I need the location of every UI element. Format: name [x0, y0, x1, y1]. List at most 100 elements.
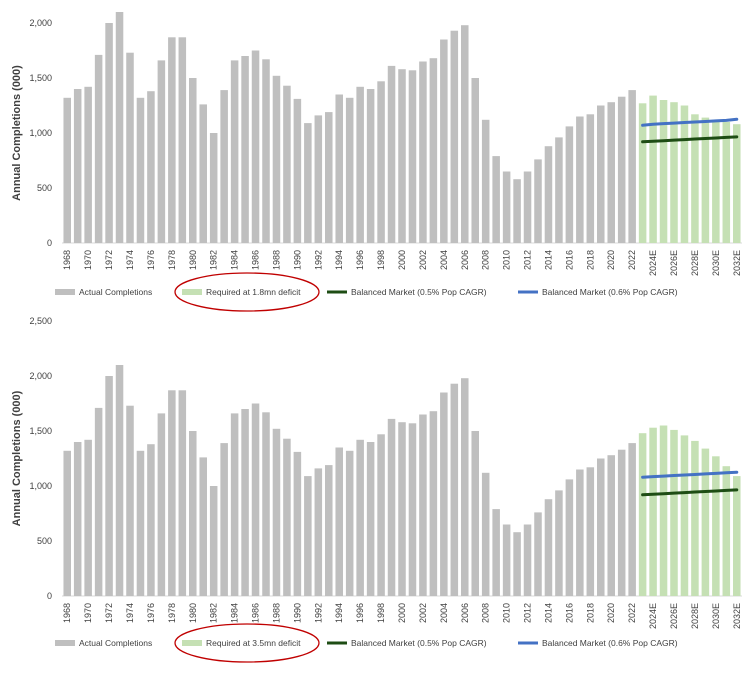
actual-bar: [534, 159, 542, 243]
actual-bar: [293, 98, 302, 244]
balanced-05-line: [641, 488, 739, 497]
legend-label: Balanced Market (0.5% Pop CAGR): [351, 638, 487, 648]
x-tick-label: 1988: [271, 603, 281, 623]
actual-bar: [147, 444, 155, 596]
actual-bar: [419, 414, 427, 596]
required-bar: [722, 122, 731, 243]
actual-bar: [325, 112, 333, 243]
chart-top: Annual Completions (000) 0 500 1,000 1,500 2,…: [11, 12, 742, 312]
x-tick-label: 1998: [376, 250, 386, 270]
actual-bar: [523, 171, 532, 243]
actual-bar: [617, 449, 626, 596]
actual-bar: [283, 85, 291, 243]
actual-bar: [147, 91, 155, 243]
actual-bar: [429, 58, 438, 244]
x-tick-label: 2026E: [669, 603, 679, 629]
legend-label: Actual Completions: [79, 638, 152, 648]
x-tick-label: 1982: [209, 250, 219, 270]
x-tick-label: 2006: [460, 250, 470, 270]
actual-bar: [408, 423, 417, 596]
y-tick-label: 2,500: [29, 316, 52, 326]
x-tick-label: 2032E: [732, 250, 742, 276]
x-tick-label: 1968: [62, 603, 72, 623]
actual-bar: [471, 78, 479, 243]
y-tick-label: 0: [47, 591, 52, 601]
actual-bar: [471, 431, 479, 596]
x-tick-label: 2024E: [648, 603, 658, 629]
actual-bar: [555, 137, 563, 243]
actual-bar: [251, 403, 260, 596]
actual-bar: [241, 409, 249, 596]
actual-bar: [461, 378, 469, 596]
required-bar: [638, 433, 647, 596]
x-tick-label: 2000: [397, 603, 407, 623]
x-tick-label: 1986: [251, 603, 261, 623]
actual-bar: [220, 90, 228, 243]
actual-bar: [335, 447, 343, 596]
actual-bar: [293, 451, 302, 596]
actual-bar: [513, 179, 521, 243]
actual-bar: [199, 457, 207, 596]
required-bar: [680, 435, 689, 596]
actual-bar: [84, 439, 92, 596]
actual-bar: [178, 390, 187, 596]
actual-bar: [597, 105, 605, 243]
x-tick-label: 1974: [125, 250, 135, 270]
actual-bar: [94, 54, 103, 244]
x-tick-label: 2014: [543, 250, 553, 270]
y-tick-label: 1,500: [29, 426, 52, 436]
actual-bar: [597, 458, 605, 596]
x-tick-label: 2014: [543, 603, 553, 623]
x-tick-label: 2026E: [669, 250, 679, 276]
y-tick-label: 1,500: [29, 73, 52, 83]
actual-bar: [157, 60, 166, 244]
actual-bar: [387, 65, 396, 244]
actual-bar: [272, 428, 281, 596]
actual-bar: [628, 443, 636, 596]
balanced-05-line: [641, 135, 739, 144]
balanced-06-line: [641, 470, 739, 479]
x-tick-label: 2024E: [648, 250, 658, 276]
actual-bar: [377, 81, 385, 243]
legend-label: Balanced Market (0.6% Pop CAGR): [542, 287, 678, 297]
actual-bar: [126, 52, 134, 244]
x-tick-label: 1976: [146, 603, 156, 623]
legend-swatch: [55, 640, 75, 646]
required-bar: [691, 440, 699, 596]
actual-bar: [523, 524, 532, 596]
actual-bar: [136, 450, 145, 596]
actual-bar: [534, 512, 542, 596]
actual-bar: [607, 102, 615, 243]
x-tick-label: 2004: [439, 250, 449, 270]
actual-bar: [115, 365, 124, 596]
actual-bar: [94, 407, 103, 596]
actual-bar: [461, 25, 469, 244]
x-tick-label: 2004: [439, 603, 449, 623]
required-bar: [701, 117, 710, 243]
actual-bar: [325, 465, 333, 596]
x-tick-label: 2030E: [711, 603, 721, 629]
required-bar: [670, 429, 678, 596]
x-tick-label: 1996: [355, 250, 365, 270]
x-tick-label: 2010: [502, 250, 512, 270]
actual-bar: [419, 61, 427, 243]
x-tick-label: 2000: [397, 250, 407, 270]
x-tick-label: 2018: [585, 603, 595, 623]
actual-bar: [189, 431, 197, 596]
required-bar: [649, 427, 657, 596]
legend-label: Actual Completions: [79, 287, 152, 297]
actual-bar: [440, 392, 448, 596]
x-tick-label: 2032E: [732, 603, 742, 629]
required-bar: [712, 119, 720, 243]
x-tick-label: 2002: [418, 250, 428, 270]
actual-bar: [345, 450, 354, 596]
x-tick-label: 1972: [104, 250, 114, 270]
x-tick-label: 1982: [209, 603, 219, 623]
x-tick-label: 2028E: [690, 603, 700, 629]
actual-bar: [105, 23, 113, 243]
x-tick-label: 2016: [564, 250, 574, 270]
actual-bar: [241, 56, 249, 243]
x-tick-label: 1978: [167, 603, 177, 623]
x-tick-label: 1988: [271, 250, 281, 270]
x-tick-label: 2002: [418, 603, 428, 623]
